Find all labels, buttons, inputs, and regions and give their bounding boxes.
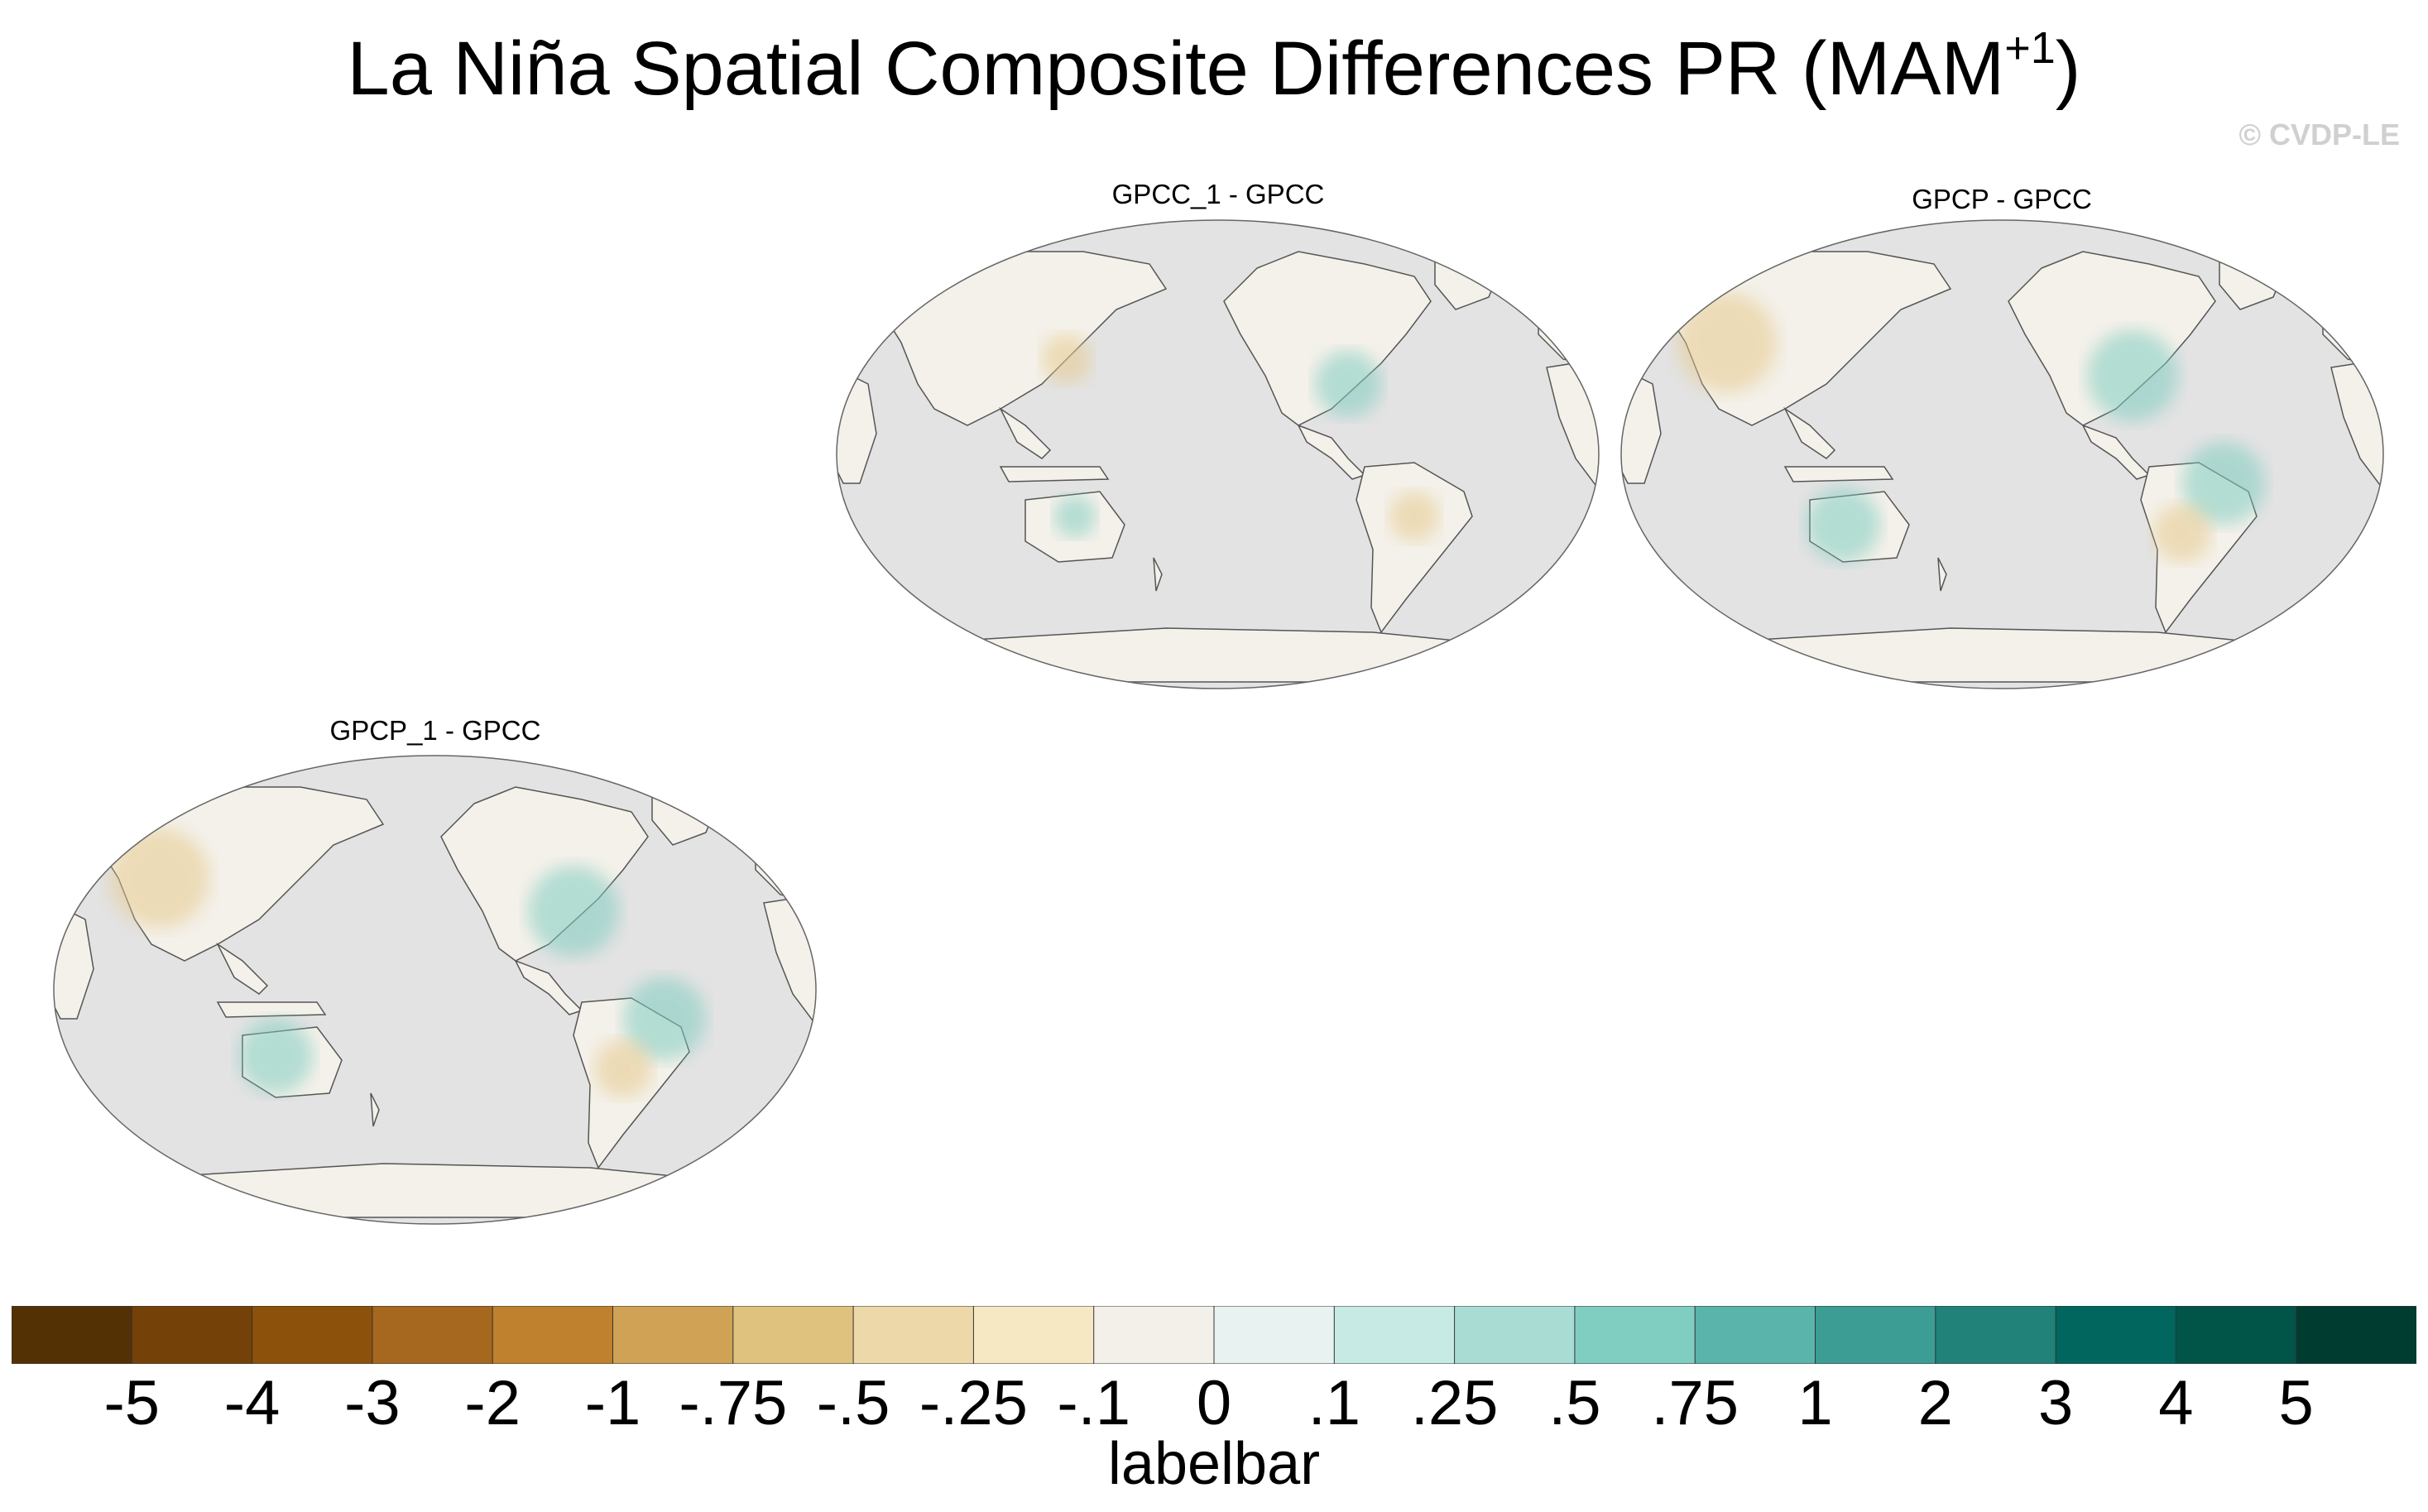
dry-anomaly	[1389, 492, 1439, 541]
map-gpcc1-minus-gpcc	[836, 219, 1600, 689]
colorbar-tick-label: 3	[2037, 1368, 2074, 1438]
colorbar-swatch-1	[131, 1306, 253, 1364]
colorbar-swatch-12	[1454, 1306, 1576, 1364]
colorbar-swatch-6	[732, 1306, 855, 1364]
land-indonesia	[1783, 466, 1894, 482]
colorbar-swatch-15	[1815, 1306, 1936, 1364]
colorbar-swatch-17	[2055, 1306, 2177, 1364]
land-centralAmerica	[514, 959, 583, 1015]
land-seAsia	[999, 406, 1052, 459]
colorbar	[12, 1306, 2416, 1364]
land-centralAmerica	[1297, 424, 1366, 480]
land-seAsia	[1783, 406, 1836, 459]
colorbar-tick-label: 4	[2158, 1368, 2194, 1438]
wet-anomaly	[1806, 487, 1880, 562]
land-antarctica	[175, 1163, 716, 1218]
colorbar-swatch-4	[492, 1306, 614, 1364]
land-seAsia	[216, 942, 269, 995]
wet-anomaly	[528, 866, 619, 957]
colorbar-tick-label: .75	[1651, 1368, 1739, 1438]
colorbar-tick-label: -4	[223, 1368, 281, 1438]
panel-title-gpcp: GPCP - GPCC	[1912, 184, 2092, 214]
colorbar-tick-label: .1	[1308, 1368, 1360, 1438]
colorbar-swatch-0	[12, 1306, 133, 1364]
map-outline	[1620, 219, 2384, 689]
colorbar-swatch-18	[2175, 1306, 2297, 1364]
wet-anomaly	[623, 977, 706, 1060]
colorbar-tick-label: .5	[1548, 1368, 1601, 1438]
colorbar-tick-label: 2	[1917, 1368, 1953, 1438]
colorbar-tick-label: -.1	[1057, 1368, 1131, 1438]
wet-anomaly	[238, 1019, 313, 1093]
land-antarctica	[1742, 627, 2283, 683]
colorbar-tick-label: -3	[344, 1368, 401, 1438]
colorbar-tick-label: 1	[1797, 1368, 1833, 1438]
colorbar-swatch-13	[1574, 1306, 1696, 1364]
colorbar-tick-label: 5	[2278, 1368, 2314, 1438]
colorbar-tick-label: .25	[1410, 1368, 1499, 1438]
wet-anomaly	[1054, 496, 1096, 537]
map-gpcp1-minus-gpcc	[53, 755, 817, 1225]
land-centralAmerica	[2081, 424, 2151, 480]
wet-anomaly	[2087, 330, 2178, 421]
land-newZealand	[1937, 557, 1947, 592]
colorbar-swatch-7	[852, 1306, 975, 1364]
map-gpcp-minus-gpcc	[1620, 219, 2384, 689]
land-indonesia	[216, 1001, 327, 1018]
colorbar-tick-label: -5	[103, 1368, 161, 1438]
colorbar-tick-label: -.75	[679, 1368, 788, 1438]
colorbar-tick-label: -.5	[816, 1368, 890, 1438]
panel-title-gpcp1: GPCP_1 - GPCC	[329, 715, 541, 746]
colorbar-tick-label: -.25	[919, 1368, 1028, 1438]
land-indonesia	[999, 466, 1110, 482]
colorbar-swatch-8	[972, 1306, 1095, 1364]
colorbar-swatch-2	[252, 1306, 373, 1364]
colorbar-title: labelbar	[1107, 1431, 1321, 1497]
dry-anomaly	[594, 1039, 652, 1097]
land-newZealand	[370, 1092, 380, 1127]
colorbar-tick-label: 0	[1196, 1368, 1232, 1438]
wet-anomaly	[2182, 442, 2265, 525]
land-eurasiaEast	[880, 251, 1168, 426]
land-southAmerica	[1356, 462, 1473, 634]
dry-anomaly	[1677, 293, 1777, 392]
dry-anomaly	[110, 828, 209, 928]
dry-anomaly	[2153, 504, 2211, 562]
land-newZealand	[1153, 557, 1163, 592]
colorbar-swatch-16	[1935, 1306, 2057, 1364]
figure-title: La Niña Spatial Composite Differences PR…	[347, 23, 2081, 111]
watermark: © CVDP-LE	[2238, 118, 2400, 151]
wet-anomaly	[1315, 351, 1381, 417]
map-outline	[836, 219, 1600, 689]
colorbar-swatch-19	[2296, 1306, 2416, 1364]
land-antarctica	[957, 627, 1499, 683]
panel-title-gpcc1: GPCC_1 - GPCC	[1111, 179, 1325, 209]
colorbar-swatch-10	[1213, 1306, 1336, 1364]
colorbar-tick-label: -2	[464, 1368, 521, 1438]
colorbar-swatch-11	[1333, 1306, 1456, 1364]
colorbar-tick-label: -1	[584, 1368, 641, 1438]
colorbar-swatch-14	[1694, 1306, 1816, 1364]
colorbar-swatch-5	[612, 1306, 734, 1364]
colorbar-swatch-3	[372, 1306, 494, 1364]
colorbar-swatch-9	[1093, 1306, 1215, 1364]
dry-anomaly	[1042, 334, 1092, 384]
map-outline	[53, 755, 817, 1225]
